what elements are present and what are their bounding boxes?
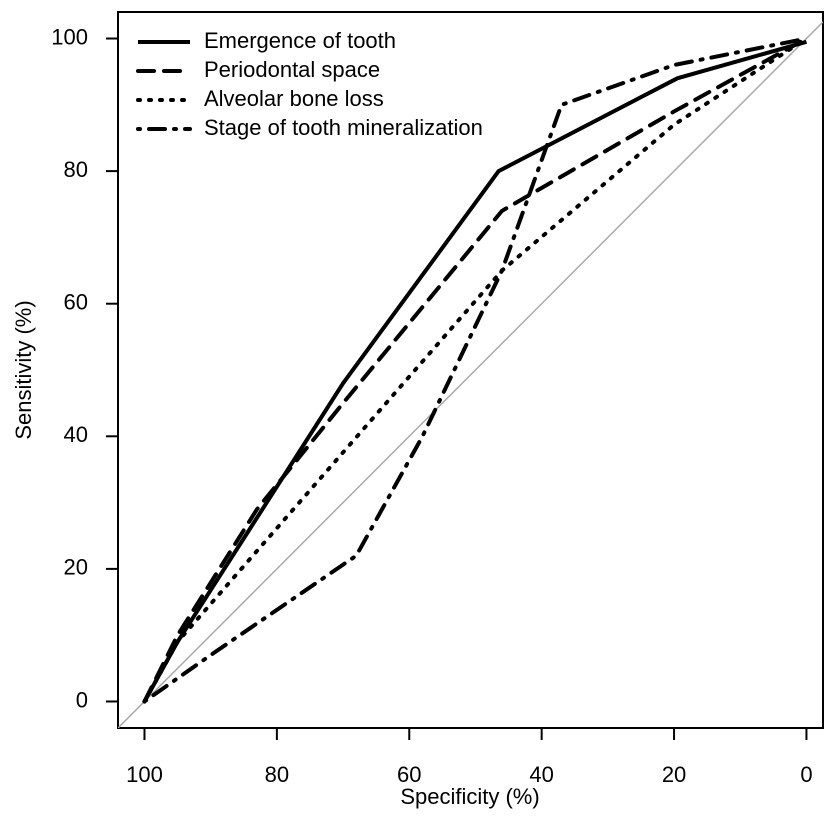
plot-frame bbox=[117, 11, 824, 729]
y-axis-title: Sensitivity (%) bbox=[11, 300, 36, 439]
x-tick-label: 20 bbox=[662, 762, 686, 787]
y-tick-label: 0 bbox=[76, 687, 88, 712]
plot-area bbox=[118, 21, 823, 728]
y-tick-label: 40 bbox=[64, 422, 88, 447]
legend-label: Periodontal space bbox=[204, 57, 380, 82]
y-tick-label: 100 bbox=[51, 24, 88, 49]
roc-line bbox=[142, 36, 809, 704]
legend-label: Emergence of tooth bbox=[204, 28, 396, 53]
x-tick-label: 80 bbox=[265, 762, 289, 787]
legend-label: Stage of tooth mineralization bbox=[204, 115, 483, 140]
x-tick-label: 0 bbox=[800, 762, 812, 787]
x-tick-label: 60 bbox=[397, 762, 421, 787]
y-tick-label: 20 bbox=[64, 555, 88, 580]
y-tick-label: 60 bbox=[64, 290, 88, 315]
legend-label: Alveolar bone loss bbox=[204, 86, 384, 111]
roc-line bbox=[142, 36, 809, 704]
x-tick-label: 40 bbox=[529, 762, 553, 787]
x-axis-title: Specificity (%) bbox=[400, 784, 539, 809]
reference-diagonal bbox=[118, 21, 823, 728]
x-tick-label: 100 bbox=[126, 762, 163, 787]
y-tick-label: 80 bbox=[64, 157, 88, 182]
